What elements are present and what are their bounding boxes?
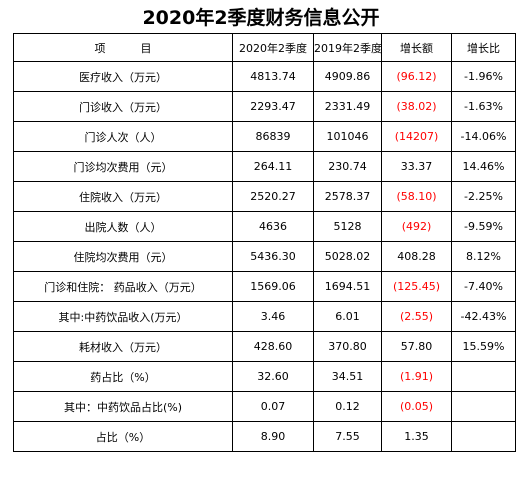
row-growth-rate: -42.43% bbox=[451, 301, 516, 332]
row-value-2020: 2293.47 bbox=[232, 91, 314, 122]
row-growth-rate: -1.63% bbox=[451, 91, 516, 122]
row-value-2019: 101046 bbox=[313, 121, 382, 152]
row-growth-amount: (2.55) bbox=[381, 301, 452, 332]
table-row: 门诊收入（万元） 2293.47 2331.49 (38.02) -1.63% bbox=[13, 91, 516, 122]
row-item: 住院收入（万元） bbox=[13, 181, 233, 212]
row-growth-amount: (14207) bbox=[381, 121, 452, 152]
table-row: 门诊和住院： 药品收入（万元） 1569.06 1694.51 (125.45)… bbox=[13, 271, 516, 302]
table-row: 住院均次费用（元） 5436.30 5028.02 408.28 8.12% bbox=[13, 241, 516, 272]
row-value-2019: 6.01 bbox=[313, 301, 382, 332]
row-value-2019: 4909.86 bbox=[313, 61, 382, 92]
row-value-2020: 428.60 bbox=[232, 331, 314, 362]
row-value-2019: 1694.51 bbox=[313, 271, 382, 302]
row-item: 占比（%） bbox=[13, 421, 233, 452]
header-item: 项 目 bbox=[13, 33, 233, 62]
row-item: 其中：中药饮品占比(%) bbox=[13, 391, 233, 422]
row-value-2020: 1569.06 bbox=[232, 271, 314, 302]
row-value-2020: 2520.27 bbox=[232, 181, 314, 212]
row-value-2020: 5436.30 bbox=[232, 241, 314, 272]
row-item: 门诊人次（人） bbox=[13, 121, 233, 152]
row-value-2019: 230.74 bbox=[313, 151, 382, 182]
row-growth-amount: 33.37 bbox=[381, 151, 452, 182]
row-item: 医疗收入（万元） bbox=[13, 61, 233, 92]
table-header-row: 项 目 2020年2季度 2019年2季度 增长额 增长比 bbox=[13, 33, 516, 62]
header-growth-amount: 增长额 bbox=[381, 33, 452, 62]
row-growth-rate bbox=[451, 391, 516, 422]
table-row: 门诊人次（人） 86839 101046 (14207) -14.06% bbox=[13, 121, 516, 152]
row-item: 门诊均次费用（元） bbox=[13, 151, 233, 182]
table-row: 其中:中药饮品收入(万元） 3.46 6.01 (2.55) -42.43% bbox=[13, 301, 516, 332]
row-value-2019: 34.51 bbox=[313, 361, 382, 392]
row-value-2020: 3.46 bbox=[232, 301, 314, 332]
row-growth-amount: (0.05) bbox=[381, 391, 452, 422]
row-item: 门诊和住院： 药品收入（万元） bbox=[13, 271, 233, 302]
row-value-2020: 0.07 bbox=[232, 391, 314, 422]
row-growth-rate: 14.46% bbox=[451, 151, 516, 182]
row-item: 药占比（%） bbox=[13, 361, 233, 392]
row-growth-amount: (38.02) bbox=[381, 91, 452, 122]
row-growth-rate: -9.59% bbox=[451, 211, 516, 242]
row-value-2019: 0.12 bbox=[313, 391, 382, 422]
row-item: 住院均次费用（元） bbox=[13, 241, 233, 272]
row-growth-rate: -14.06% bbox=[451, 121, 516, 152]
row-value-2020: 32.60 bbox=[232, 361, 314, 392]
row-growth-rate: -7.40% bbox=[451, 271, 516, 302]
row-value-2020: 86839 bbox=[232, 121, 314, 152]
row-item: 出院人数（人） bbox=[13, 211, 233, 242]
row-growth-rate: -2.25% bbox=[451, 181, 516, 212]
table-row: 住院收入（万元） 2520.27 2578.37 (58.10) -2.25% bbox=[13, 181, 516, 212]
row-item: 其中:中药饮品收入(万元） bbox=[13, 301, 233, 332]
row-value-2019: 7.55 bbox=[313, 421, 382, 452]
row-growth-rate bbox=[451, 421, 516, 452]
row-growth-rate: 8.12% bbox=[451, 241, 516, 272]
table-row: 耗材收入（万元） 428.60 370.80 57.80 15.59% bbox=[13, 331, 516, 362]
row-growth-rate bbox=[451, 361, 516, 392]
table-row: 医疗收入（万元） 4813.74 4909.86 (96.12) -1.96% bbox=[13, 61, 516, 92]
row-value-2019: 5028.02 bbox=[313, 241, 382, 272]
row-value-2019: 370.80 bbox=[313, 331, 382, 362]
row-growth-amount: (125.45) bbox=[381, 271, 452, 302]
row-growth-amount: 57.80 bbox=[381, 331, 452, 362]
row-growth-rate: 15.59% bbox=[451, 331, 516, 362]
row-growth-rate: -1.96% bbox=[451, 61, 516, 92]
row-value-2019: 5128 bbox=[313, 211, 382, 242]
financial-table: 项 目 2020年2季度 2019年2季度 增长额 增长比 医疗收入（万元） 4… bbox=[13, 33, 516, 452]
table-row: 门诊均次费用（元） 264.11 230.74 33.37 14.46% bbox=[13, 151, 516, 182]
row-growth-amount: (492) bbox=[381, 211, 452, 242]
row-value-2020: 4636 bbox=[232, 211, 314, 242]
table-row: 药占比（%） 32.60 34.51 (1.91) bbox=[13, 361, 516, 392]
page-title: 2020年2季度财务信息公开 bbox=[142, 7, 380, 29]
row-item: 耗材收入（万元） bbox=[13, 331, 233, 362]
header-2019-q2: 2019年2季度 bbox=[313, 33, 382, 62]
row-growth-amount: 408.28 bbox=[381, 241, 452, 272]
row-growth-amount: (58.10) bbox=[381, 181, 452, 212]
row-value-2020: 264.11 bbox=[232, 151, 314, 182]
header-2020-q2: 2020年2季度 bbox=[232, 33, 314, 62]
table-row: 占比（%） 8.90 7.55 1.35 bbox=[13, 421, 516, 452]
row-item: 门诊收入（万元） bbox=[13, 91, 233, 122]
row-growth-amount: 1.35 bbox=[381, 421, 452, 452]
row-growth-amount: (96.12) bbox=[381, 61, 452, 92]
table-row: 出院人数（人） 4636 5128 (492) -9.59% bbox=[13, 211, 516, 242]
row-value-2020: 8.90 bbox=[232, 421, 314, 452]
row-growth-amount: (1.91) bbox=[381, 361, 452, 392]
table-row: 其中：中药饮品占比(%) 0.07 0.12 (0.05) bbox=[13, 391, 516, 422]
header-growth-rate: 增长比 bbox=[451, 33, 516, 62]
row-value-2019: 2578.37 bbox=[313, 181, 382, 212]
row-value-2019: 2331.49 bbox=[313, 91, 382, 122]
row-value-2020: 4813.74 bbox=[232, 61, 314, 92]
